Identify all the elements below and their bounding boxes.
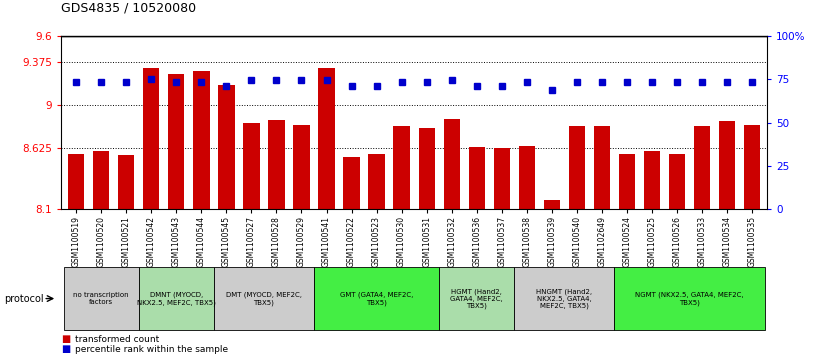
Bar: [744, 125, 761, 209]
Bar: [719, 121, 735, 209]
Bar: [318, 69, 335, 209]
Text: percentile rank within the sample: percentile rank within the sample: [75, 345, 228, 354]
Text: GMT (GATA4, MEF2C,
TBX5): GMT (GATA4, MEF2C, TBX5): [340, 291, 413, 306]
Text: ■: ■: [61, 344, 70, 354]
Text: HGMT (Hand2,
GATA4, MEF2C,
TBX5): HGMT (Hand2, GATA4, MEF2C, TBX5): [450, 288, 503, 309]
Text: DMT (MYOCD, MEF2C,
TBX5): DMT (MYOCD, MEF2C, TBX5): [226, 291, 302, 306]
Bar: [569, 126, 585, 209]
Text: DMNT (MYOCD,
NKX2.5, MEF2C, TBX5): DMNT (MYOCD, NKX2.5, MEF2C, TBX5): [137, 291, 215, 306]
Text: ■: ■: [61, 334, 70, 344]
Text: no transcription
factors: no transcription factors: [73, 292, 129, 305]
Bar: [543, 200, 560, 209]
Bar: [644, 151, 660, 209]
Bar: [218, 85, 234, 209]
Bar: [594, 126, 610, 209]
Bar: [419, 128, 435, 209]
Bar: [293, 125, 309, 209]
Bar: [168, 74, 184, 209]
Bar: [193, 71, 210, 209]
Bar: [143, 69, 159, 209]
Bar: [494, 148, 510, 209]
Bar: [468, 147, 485, 209]
Bar: [669, 154, 685, 209]
Text: HNGMT (Hand2,
NKX2.5, GATA4,
MEF2C, TBX5): HNGMT (Hand2, NKX2.5, GATA4, MEF2C, TBX5…: [536, 288, 592, 309]
Bar: [118, 155, 135, 209]
Bar: [444, 119, 459, 209]
Bar: [93, 151, 109, 209]
Bar: [369, 154, 384, 209]
Bar: [68, 154, 84, 209]
Bar: [393, 126, 410, 209]
Text: NGMT (NKX2.5, GATA4, MEF2C,
TBX5): NGMT (NKX2.5, GATA4, MEF2C, TBX5): [635, 291, 743, 306]
Bar: [268, 120, 285, 209]
Bar: [619, 154, 635, 209]
Text: transformed count: transformed count: [75, 335, 159, 344]
Bar: [694, 126, 710, 209]
Text: GDS4835 / 10520080: GDS4835 / 10520080: [61, 1, 197, 15]
Bar: [243, 122, 259, 209]
Bar: [344, 157, 360, 209]
Bar: [519, 146, 535, 209]
Text: protocol: protocol: [4, 294, 44, 303]
